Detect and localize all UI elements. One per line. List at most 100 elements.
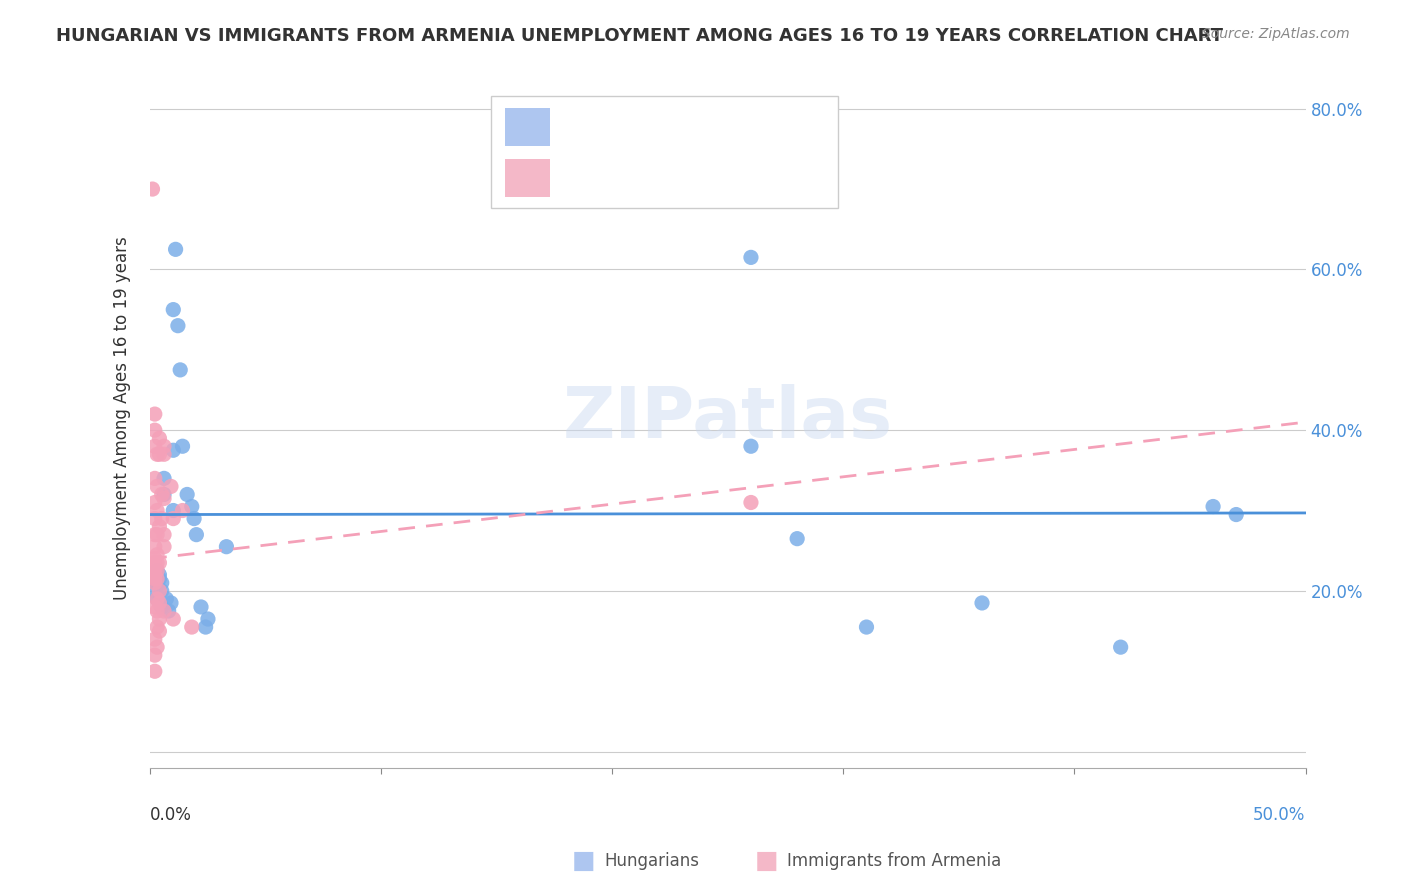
Point: [143, 564, 166, 578]
Text: 0.0%: 0.0%: [150, 806, 193, 824]
Point: [146, 572, 169, 586]
Point: [148, 567, 170, 582]
Text: ZIPatlas: ZIPatlas: [562, 384, 893, 452]
Point: [146, 604, 169, 618]
Point: [153, 540, 176, 554]
Point: [160, 479, 183, 493]
Point: [197, 612, 219, 626]
Point: [143, 567, 166, 582]
Text: 50.0%: 50.0%: [1253, 806, 1306, 824]
Point: [146, 527, 169, 541]
Point: [194, 620, 217, 634]
Point: [143, 407, 166, 421]
Point: [1225, 508, 1247, 522]
Point: [146, 564, 169, 578]
Point: [146, 479, 169, 493]
Point: [167, 318, 190, 333]
Point: [153, 604, 176, 618]
Point: [143, 648, 166, 663]
Point: [162, 612, 184, 626]
Point: [155, 591, 177, 606]
Point: [153, 527, 176, 541]
Point: [143, 527, 166, 541]
Y-axis label: Unemployment Among Ages 16 to 19 years: Unemployment Among Ages 16 to 19 years: [114, 236, 131, 600]
Point: [180, 620, 202, 634]
Point: [143, 665, 166, 679]
Point: [190, 599, 212, 614]
Point: [143, 551, 166, 566]
Point: [146, 564, 169, 578]
Point: [162, 511, 184, 525]
Point: [1109, 640, 1132, 655]
Point: [146, 548, 169, 562]
Point: [148, 556, 170, 570]
Point: [146, 447, 169, 461]
Point: [153, 487, 176, 501]
Point: [740, 251, 762, 265]
Point: [153, 439, 176, 453]
Point: [740, 439, 762, 453]
Point: [141, 182, 163, 196]
Point: [1202, 500, 1225, 514]
Point: [150, 599, 173, 614]
Point: [148, 596, 170, 610]
Text: ■: ■: [572, 849, 595, 872]
Point: [148, 519, 170, 533]
Point: [215, 540, 238, 554]
Point: [150, 583, 173, 598]
Point: [148, 447, 170, 461]
Point: [148, 572, 170, 586]
Text: Source: ZipAtlas.com: Source: ZipAtlas.com: [1202, 27, 1350, 41]
Point: [148, 624, 170, 638]
Point: [146, 640, 169, 655]
Point: [148, 431, 170, 445]
Point: [970, 596, 993, 610]
Point: [146, 591, 169, 606]
Point: [146, 620, 169, 634]
Point: [786, 532, 808, 546]
Point: [143, 495, 166, 509]
Point: [169, 363, 191, 377]
Point: [143, 632, 166, 647]
Point: [143, 540, 166, 554]
Point: [162, 443, 184, 458]
Point: [740, 495, 762, 509]
Point: [143, 567, 166, 582]
Point: [148, 583, 170, 598]
Point: [143, 511, 166, 525]
Point: [165, 243, 187, 257]
Point: [162, 503, 184, 517]
Point: [143, 423, 166, 437]
Point: [143, 572, 166, 586]
Text: Hungarians: Hungarians: [605, 852, 700, 870]
Text: Immigrants from Armenia: Immigrants from Armenia: [787, 852, 1001, 870]
Point: [855, 620, 877, 634]
Point: [143, 471, 166, 485]
Point: [148, 612, 170, 626]
Text: HUNGARIAN VS IMMIGRANTS FROM ARMENIA UNEMPLOYMENT AMONG AGES 16 TO 19 YEARS CORR: HUNGARIAN VS IMMIGRANTS FROM ARMENIA UNE…: [56, 27, 1223, 45]
Point: [172, 503, 194, 517]
Point: [176, 487, 198, 501]
Point: [153, 491, 176, 506]
Point: [150, 511, 173, 525]
Point: [150, 487, 173, 501]
Point: [146, 556, 169, 570]
Point: [146, 503, 169, 517]
Point: [150, 575, 173, 590]
Point: [160, 596, 183, 610]
Point: [180, 500, 202, 514]
Point: [146, 575, 169, 590]
Point: [186, 527, 208, 541]
Text: ■: ■: [755, 849, 778, 872]
Point: [143, 556, 166, 570]
Point: [157, 604, 180, 618]
Point: [143, 575, 166, 590]
Point: [146, 591, 169, 606]
Point: [153, 471, 176, 485]
Point: [183, 511, 205, 525]
Point: [143, 439, 166, 453]
Point: [153, 447, 176, 461]
Point: [143, 583, 166, 598]
Point: [172, 439, 194, 453]
Point: [143, 599, 166, 614]
